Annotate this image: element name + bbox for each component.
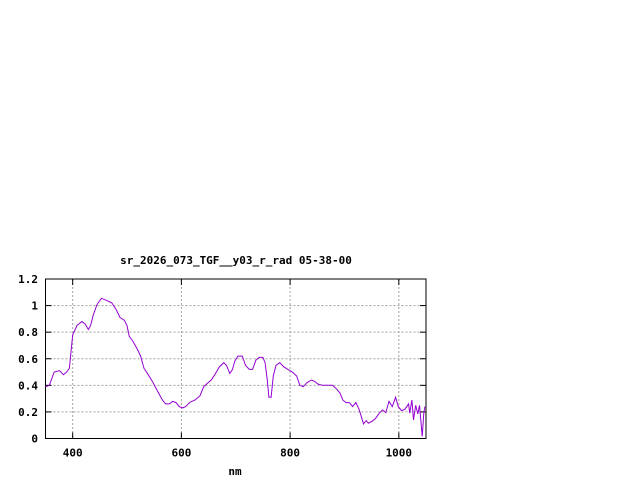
y-tick-label: 0.6 xyxy=(18,353,38,366)
plot-frame xyxy=(45,278,427,439)
series-line xyxy=(45,297,426,437)
y-tick-label: 1 xyxy=(31,300,38,313)
x-axis-label: nm xyxy=(228,465,242,478)
x-tick-label: 1000 xyxy=(386,447,413,460)
y-tick-label: 1.2 xyxy=(18,273,38,286)
chart-title: sr_2026_073_TGF__y03_r_rad 05-38-00 xyxy=(120,254,352,267)
x-tick-label: 600 xyxy=(171,447,191,460)
y-tick-label: 0.2 xyxy=(18,406,38,419)
y-tick-label: 0 xyxy=(31,433,38,446)
x-tick-label: 400 xyxy=(63,447,83,460)
y-tick-label: 0.8 xyxy=(18,326,38,339)
ticks: 400 600 800 1000 0 0.2 0.4 0.6 0.8 1 1.2 xyxy=(18,273,426,460)
y-tick-label: 0.4 xyxy=(18,379,38,392)
x-tick-label: 800 xyxy=(280,447,300,460)
